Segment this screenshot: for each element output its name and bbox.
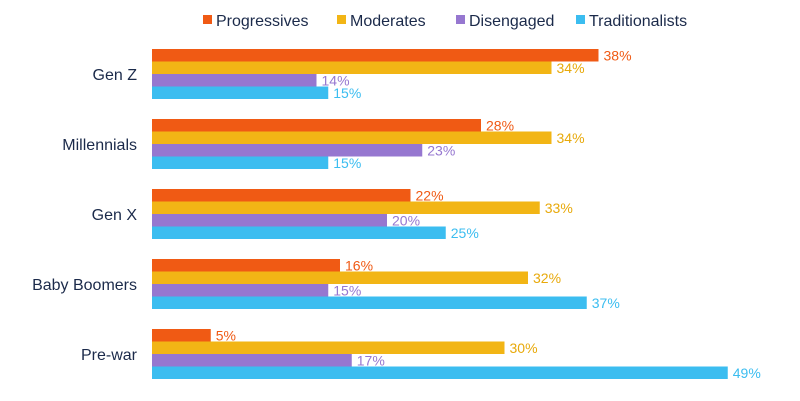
value-label-pre-war-disengaged: 17%	[357, 353, 385, 369]
bar-baby-boomers-moderates	[152, 271, 528, 284]
category-label-millennials: Millennials	[62, 137, 137, 154]
value-label-millennials-disengaged: 23%	[427, 143, 455, 159]
value-label-gen-x-disengaged: 20%	[392, 213, 420, 229]
bar-pre-war-moderates	[152, 341, 505, 354]
bar-baby-boomers-traditionalists	[152, 296, 587, 309]
bar-gen-x-disengaged	[152, 214, 387, 227]
category-label-pre-war: Pre-war	[81, 347, 138, 364]
bar-gen-x-moderates	[152, 201, 540, 214]
bar-pre-war-traditionalists	[152, 366, 728, 379]
legend-swatch-moderates	[337, 15, 346, 24]
bar-pre-war-disengaged	[152, 354, 352, 367]
bar-baby-boomers-disengaged	[152, 284, 329, 297]
category-label-baby-boomers: Baby Boomers	[32, 277, 137, 294]
bar-millennials-traditionalists	[152, 156, 329, 169]
bar-gen-x-progressives	[152, 189, 411, 202]
category-label-gen-z: Gen Z	[93, 67, 138, 84]
bar-gen-z-progressives	[152, 49, 599, 62]
value-label-baby-boomers-moderates: 32%	[533, 270, 561, 286]
value-label-gen-x-progressives: 22%	[416, 188, 444, 204]
bars	[152, 49, 728, 379]
value-label-gen-z-disengaged: 14%	[322, 73, 350, 89]
value-label-pre-war-progressives: 5%	[216, 328, 236, 344]
bar-baby-boomers-progressives	[152, 259, 340, 272]
value-label-millennials-progressives: 28%	[486, 118, 514, 134]
legend-label-traditionalists: Traditionalists	[589, 13, 687, 30]
value-label-gen-z-traditionalists: 15%	[333, 85, 361, 101]
bar-millennials-disengaged	[152, 144, 423, 157]
bar-millennials-progressives	[152, 119, 481, 132]
value-label-baby-boomers-traditionalists: 37%	[592, 295, 620, 311]
value-label-gen-z-moderates: 34%	[557, 60, 585, 76]
legend-label-moderates: Moderates	[350, 13, 426, 30]
bar-gen-x-traditionalists	[152, 226, 446, 239]
bar-gen-z-disengaged	[152, 74, 317, 87]
value-label-millennials-traditionalists: 15%	[333, 155, 361, 171]
value-label-pre-war-traditionalists: 49%	[733, 365, 761, 381]
value-label-pre-war-moderates: 30%	[510, 340, 538, 356]
value-label-baby-boomers-disengaged: 15%	[333, 283, 361, 299]
bar-pre-war-progressives	[152, 329, 211, 342]
category-label-gen-x: Gen X	[92, 207, 138, 224]
legend-swatch-disengaged	[456, 15, 465, 24]
legend-swatch-progressives	[203, 15, 212, 24]
legend-swatch-traditionalists	[576, 15, 585, 24]
value-label-millennials-moderates: 34%	[557, 130, 585, 146]
value-label-gen-x-traditionalists: 25%	[451, 225, 479, 241]
value-labels: 38%34%14%15%28%34%23%15%22%33%20%25%16%3…	[216, 48, 761, 382]
value-label-baby-boomers-progressives: 16%	[345, 258, 373, 274]
legend-label-progressives: Progressives	[216, 13, 308, 30]
category-labels: Gen Z Millennials Gen X Baby Boomers Pre-war	[32, 67, 138, 364]
bar-millennials-moderates	[152, 131, 552, 144]
legend: Progressives Moderates Disengaged Tradition…	[203, 13, 687, 30]
legend-label-disengaged: Disengaged	[469, 13, 554, 30]
value-label-gen-z-progressives: 38%	[604, 48, 632, 64]
value-label-gen-x-moderates: 33%	[545, 200, 573, 216]
bar-gen-z-traditionalists	[152, 86, 329, 99]
bar-gen-z-moderates	[152, 61, 552, 74]
